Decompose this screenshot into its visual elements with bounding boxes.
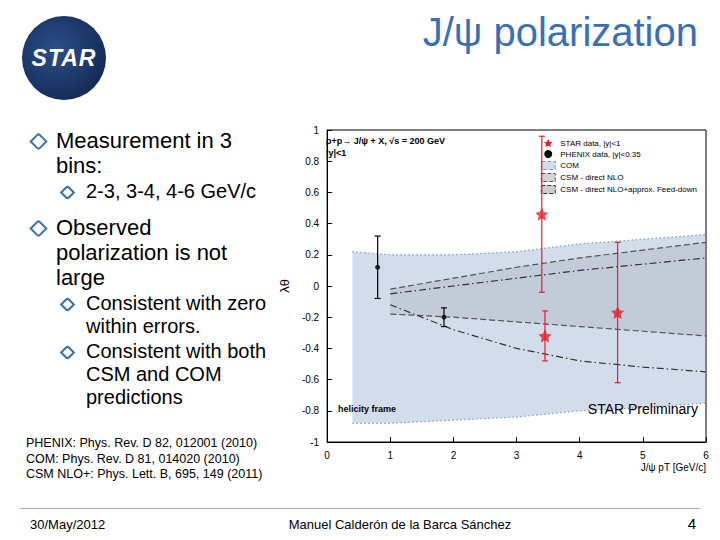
svg-text:STAR data, |y|<1: STAR data, |y|<1 (560, 139, 621, 148)
html-text:PHENIX: Phys. Rev. D 82, 01200: PHENIX: Phys. Rev. D 82, 012001 (2010) (26, 436, 258, 450)
svg-text:5: 5 (640, 450, 646, 461)
html-text:30/May/2012: 30/May/2012 (30, 517, 106, 532)
html-text:Consistent with both CSM and C: Consistent with both CSM and COM predict… (86, 340, 267, 408)
svg-text:COM: COM (560, 161, 579, 170)
svg-text:0.6: 0.6 (305, 187, 319, 198)
svg-text:1: 1 (314, 125, 320, 136)
svg-text:0.8: 0.8 (305, 156, 319, 167)
svg-text:4: 4 (577, 450, 583, 461)
html-text:Consistent with zero within er: Consistent with zero within errors. (86, 292, 267, 337)
html-text:4: 4 (687, 515, 696, 532)
svg-text:-1: -1 (310, 437, 319, 448)
html-text:2-3, 3-4, 4-6 GeV/c: 2-3, 3-4, 4-6 GeV/c (86, 180, 257, 202)
html-text:Manuel Calderón de la Barca Sá: Manuel Calderón de la Barca Sánchez (288, 517, 512, 532)
svg-text:PHENIX data, |y|<0.35: PHENIX data, |y|<0.35 (560, 150, 641, 159)
svg-text:0.2: 0.2 (305, 249, 319, 260)
svg-text:0: 0 (324, 450, 330, 461)
svg-text:0.4: 0.4 (305, 218, 319, 229)
svg-text:λθ: λθ (277, 279, 292, 293)
svg-text:p+p→ J/ψ + X, √s = 200 GeV: p+p→ J/ψ + X, √s = 200 GeV (326, 136, 445, 146)
svg-text:helicity frame: helicity frame (338, 404, 396, 414)
svg-text:CSM - direct NLO: CSM - direct NLO (560, 173, 623, 182)
html-text:CSM NLO+: Phys. Lett. B, 695,: CSM NLO+: Phys. Lett. B, 695, 149 (2011) (26, 467, 263, 481)
svg-text:3: 3 (514, 450, 520, 461)
html-text:Measurement in 3 bins:: Measurement in 3 bins: (56, 128, 233, 178)
html-text:STAR: STAR (31, 44, 97, 71)
html-text:Observed polarization is not l: Observed polarization is not large (56, 215, 228, 290)
svg-text:STAR Preliminary: STAR Preliminary (588, 401, 698, 417)
svg-text:-0.4: -0.4 (302, 343, 320, 354)
svg-text:|y|<1: |y|<1 (326, 148, 346, 158)
svg-text:2: 2 (451, 450, 457, 461)
html-text:J/ψ polarization: J/ψ polarization (422, 10, 698, 54)
html-text:COM: Phys. Rev. D 81, 014020 (: COM: Phys. Rev. D 81, 014020 (2010) (26, 451, 240, 466)
svg-text:CSM - direct NLO+approx. Feed-: CSM - direct NLO+approx. Feed-down (560, 185, 697, 194)
svg-text:-0.2: -0.2 (302, 312, 320, 323)
svg-text:1: 1 (387, 450, 393, 461)
svg-text:0: 0 (314, 281, 320, 292)
svg-text:-0.8: -0.8 (302, 405, 320, 416)
svg-text:6: 6 (703, 450, 709, 461)
svg-text:J/ψ pT [GeV/c]: J/ψ pT [GeV/c] (641, 462, 707, 473)
svg-text:-0.6: -0.6 (302, 374, 320, 385)
